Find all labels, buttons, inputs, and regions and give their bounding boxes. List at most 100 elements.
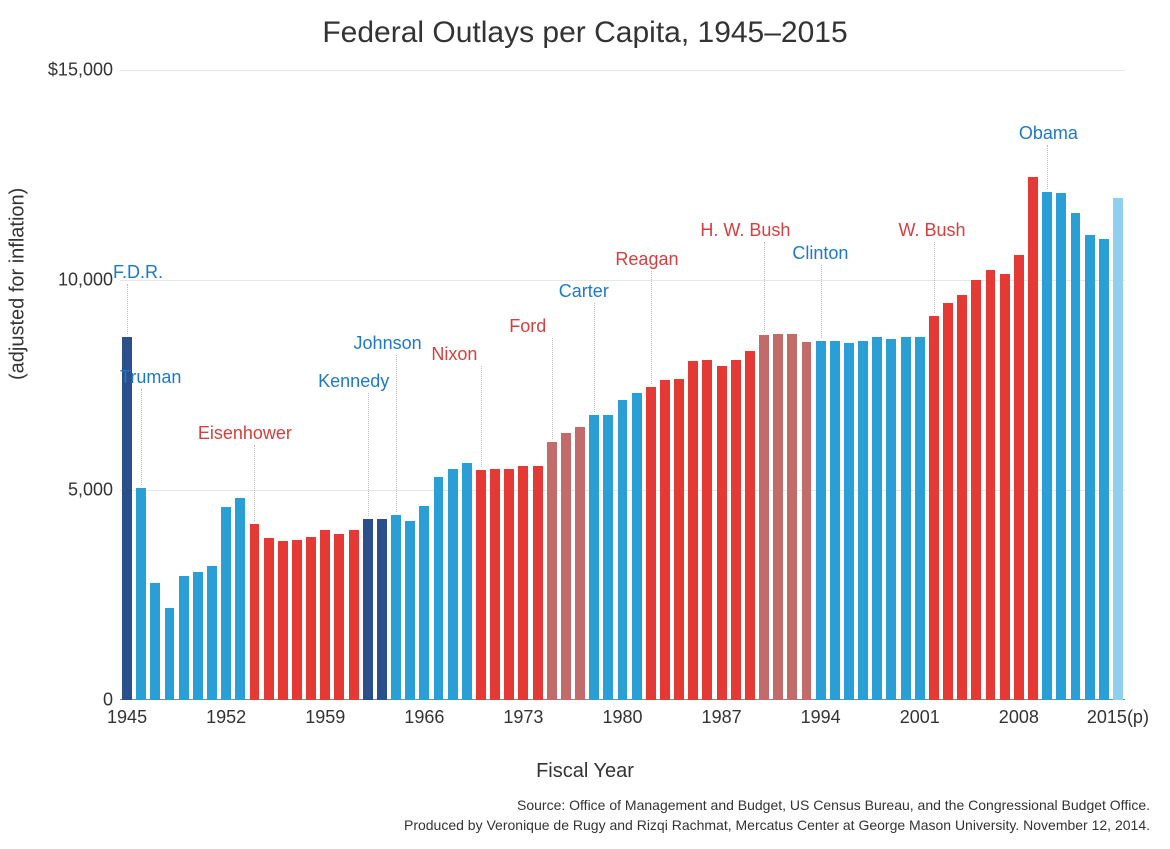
bar	[250, 524, 260, 700]
bar	[646, 387, 656, 700]
bar	[1099, 239, 1109, 700]
leader-line	[764, 242, 765, 332]
x-axis-label: Fiscal Year	[0, 760, 1170, 783]
bar	[292, 540, 302, 700]
president-label: Clinton	[792, 243, 848, 264]
bar	[235, 498, 245, 700]
president-label: Truman	[120, 367, 181, 388]
leader-line	[934, 242, 935, 313]
president-label: Reagan	[615, 249, 678, 270]
leader-line	[1047, 145, 1048, 189]
x-tick-label: 1959	[305, 707, 345, 728]
bar	[858, 341, 868, 700]
bar	[575, 427, 585, 700]
x-tick-label: 1994	[801, 707, 841, 728]
bar	[731, 360, 741, 700]
bar	[589, 415, 599, 700]
x-tick-label: 1980	[602, 707, 642, 728]
bar	[632, 393, 642, 700]
bar	[971, 280, 981, 700]
bar	[377, 519, 387, 700]
source-text: Source: Office of Management and Budget,…	[404, 795, 1150, 836]
bar	[929, 316, 939, 700]
bar	[943, 303, 953, 700]
bar	[1113, 198, 1123, 700]
bar	[434, 477, 444, 700]
bar	[603, 415, 613, 700]
leader-line	[552, 338, 553, 439]
bar	[1028, 177, 1038, 700]
president-label: H. W. Bush	[700, 220, 790, 241]
bar	[773, 334, 783, 700]
x-tick-label: 1987	[702, 707, 742, 728]
leader-line	[127, 284, 128, 334]
bar	[759, 335, 769, 700]
bar	[1056, 193, 1066, 700]
bar	[462, 463, 472, 700]
bar	[1014, 255, 1024, 700]
president-label: Obama	[1019, 123, 1078, 144]
bar	[745, 351, 755, 700]
president-label: Nixon	[431, 344, 477, 365]
bar	[957, 295, 967, 700]
bar	[660, 380, 670, 700]
bar	[688, 361, 698, 700]
bar	[816, 341, 826, 700]
bar	[674, 379, 684, 700]
bar	[122, 337, 132, 700]
bar	[1071, 213, 1081, 700]
president-label: Eisenhower	[198, 423, 292, 444]
bar	[504, 469, 514, 700]
bar	[702, 360, 712, 700]
bar	[150, 583, 160, 700]
y-tick-label: 5,000	[68, 480, 113, 501]
leader-line	[481, 366, 482, 467]
bar	[334, 534, 344, 700]
x-tick-label: 1945	[107, 707, 147, 728]
president-label: Ford	[509, 316, 546, 337]
bar	[264, 538, 274, 700]
bar	[476, 470, 486, 700]
bar	[518, 466, 528, 700]
x-tick-label: 1973	[503, 707, 543, 728]
bar	[986, 270, 996, 701]
bar	[872, 337, 882, 700]
bar	[561, 433, 571, 700]
bar	[179, 576, 189, 700]
leader-line	[254, 445, 255, 520]
leader-line	[396, 355, 397, 512]
president-label: Carter	[559, 281, 609, 302]
leader-line	[141, 389, 142, 485]
president-label: Johnson	[354, 333, 422, 354]
bar	[533, 466, 543, 700]
president-label: W. Bush	[899, 220, 966, 241]
gridline	[120, 70, 1125, 71]
leader-line	[651, 271, 652, 384]
y-tick-label: 10,000	[58, 270, 113, 291]
bar	[830, 341, 840, 700]
leader-line	[594, 303, 595, 413]
x-tick-label: 2008	[999, 707, 1039, 728]
bar	[1085, 235, 1095, 700]
leader-line	[368, 393, 369, 517]
bar	[221, 507, 231, 700]
chart-container: Federal Outlays per Capita, 1945–2015 (a…	[0, 0, 1170, 849]
bar	[320, 530, 330, 700]
bar	[207, 566, 217, 700]
plot-area: 05,00010,000$15,000194519521959196619731…	[120, 70, 1125, 700]
bar	[915, 337, 925, 700]
x-tick-label: 1966	[404, 707, 444, 728]
bar	[448, 469, 458, 700]
bar	[1042, 192, 1052, 700]
president-label: Kennedy	[318, 371, 389, 392]
bar	[165, 608, 175, 700]
bar	[802, 342, 812, 700]
x-tick-label: 2015(p)	[1087, 707, 1149, 728]
x-tick-label: 2001	[900, 707, 940, 728]
bar	[136, 488, 146, 700]
leader-line	[821, 265, 822, 338]
bar	[787, 334, 797, 700]
bar	[363, 519, 373, 700]
bar	[717, 366, 727, 700]
bar	[1000, 274, 1010, 700]
